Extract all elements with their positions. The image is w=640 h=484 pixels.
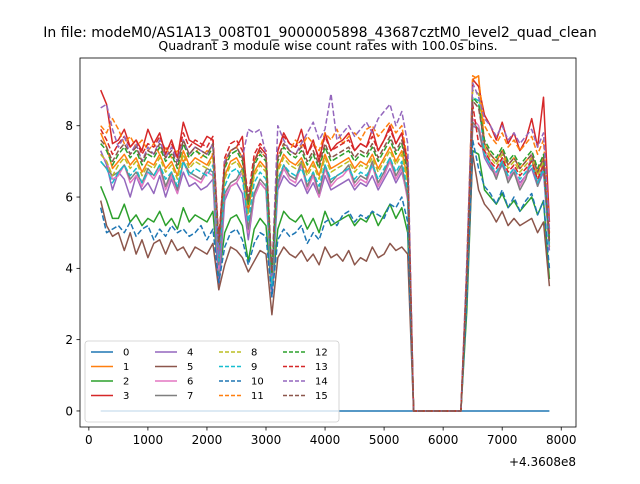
series-line-8 [100,89,551,412]
x-tick-label: 0 [85,433,93,447]
y-tick-label: 0 [65,404,73,418]
legend-label-9: 9 [251,362,257,373]
x-tick-label: 4000 [310,433,341,447]
plot-frame [79,57,577,428]
x-tick-label: 3000 [251,433,282,447]
legend-box [84,340,340,423]
series-line-13 [100,103,551,412]
y-tick-label: 6 [65,190,73,204]
x-tick-label: 2000 [192,433,223,447]
legend-label-5: 5 [187,362,193,373]
x-tick-label: 6000 [428,433,459,447]
legend-label-10: 10 [251,377,264,388]
legend-label-2: 2 [123,377,129,388]
legend-label-11: 11 [251,391,264,402]
x-tick-label: 5000 [369,433,400,447]
series-line-10 [99,139,551,412]
legend-label-14: 14 [315,377,328,388]
x-axis-offset-label: +4.3608e8 [509,455,576,469]
legend-label-6: 6 [187,377,193,388]
series-layer [99,75,551,412]
legend-label-7: 7 [187,391,193,402]
series-line-14 [100,82,551,412]
legend-label-1: 1 [123,362,129,373]
y-axis: 0 2 4 6 8 [65,119,80,418]
legend-label-12: 12 [315,348,328,359]
figure-suptitle: In file: modeM0/AS1A13_008T01_9000005898… [43,25,596,41]
x-tick-label: 8000 [546,433,577,447]
legend-label-8: 8 [251,348,257,359]
series-line-15 [100,100,551,412]
series-line-5 [99,153,551,412]
legend-label-13: 13 [315,362,328,373]
y-tick-label: 4 [65,262,73,276]
x-tick-label: 7000 [487,433,518,447]
legend-label-15: 15 [315,391,328,402]
series-line-9 [100,96,551,412]
series-line-12 [100,96,551,412]
chart-title: Quadrant 3 module wise count rates with … [158,38,497,53]
series-line-1 [100,75,551,412]
x-axis: 0 1000 2000 3000 4000 5000 6000 7000 8000 [85,427,577,447]
y-tick-label: 8 [65,119,73,133]
legend-label-4: 4 [187,348,193,359]
x-tick-label: 1000 [133,433,164,447]
y-tick-label: 2 [65,333,73,347]
legend-label-3: 3 [123,391,129,402]
legend-label-0: 0 [123,348,129,359]
